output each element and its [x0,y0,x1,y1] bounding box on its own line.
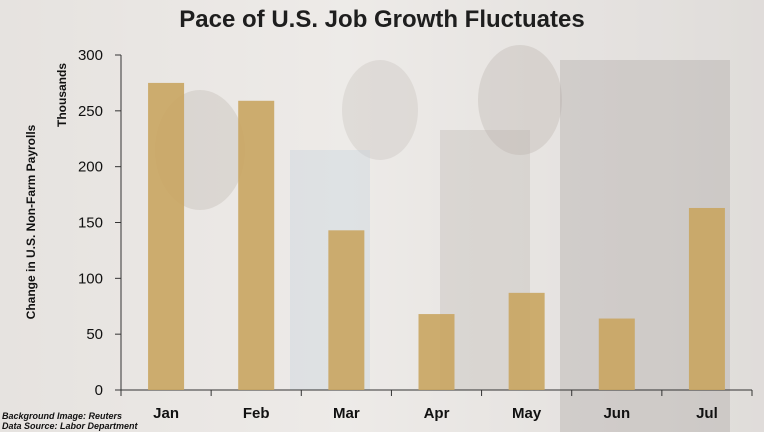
y-tick-label: 300 [78,47,103,64]
bar-series [148,82,725,391]
bar-may [508,292,545,390]
y-axis-unit: Thousands [55,63,69,127]
x-tick-label: Jul [696,405,718,422]
y-tick-label: 100 [78,270,103,287]
y-tick-label: 150 [78,215,103,232]
y-tick-label: 0 [95,382,103,399]
x-tick-label: Jun [603,405,630,422]
bar-feb [238,100,275,391]
x-tick-label: Mar [333,405,360,422]
bar-jan [148,82,185,391]
x-tick-label: May [512,405,542,422]
x-tick-label: Jan [153,405,179,422]
bar-jun [598,318,635,390]
x-tick-label: Apr [424,405,450,422]
background-credit: Background Image: Reuters [2,411,122,421]
y-axis-label: Change in U.S. Non-Farm Payrolls [24,124,38,319]
y-axis: 0 50 100 150 200 250 300 [78,47,122,399]
y-tick-label: 250 [78,103,103,120]
y-tick-label: 200 [78,159,103,176]
bar-apr [418,314,455,390]
data-source-credit: Data Source: Labor Department [2,421,139,431]
chart-title: Pace of U.S. Job Growth Fluctuates [179,6,584,33]
x-tick-label: Feb [243,405,270,422]
y-tick-label: 50 [86,326,103,343]
bar-mar [328,230,365,390]
bar-jul [688,207,725,390]
